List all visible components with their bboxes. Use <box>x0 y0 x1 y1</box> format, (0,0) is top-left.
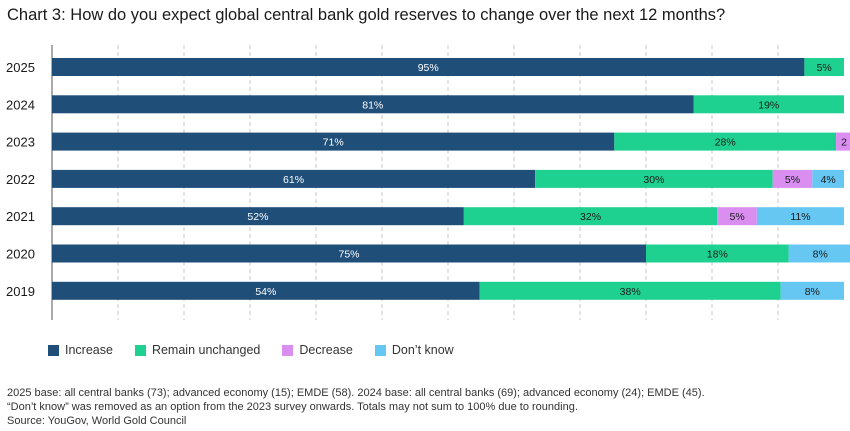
data-label: 61% <box>283 174 304 186</box>
legend-swatch-remain-unchanged <box>134 344 146 356</box>
bar-segment-remain-unchanged-2019 <box>479 281 781 300</box>
data-label: 2 <box>841 137 847 149</box>
y-tick-label-2025: 2025 <box>6 60 35 75</box>
bar-segment-increase-2025 <box>52 58 805 76</box>
legend-swatch-increase <box>48 344 59 356</box>
legend-label-remain-unchanged: Remain unchanged <box>151 343 261 357</box>
y-tick-label-2024: 2024 <box>6 97 35 112</box>
legend-label-increase: Increase <box>65 343 113 357</box>
data-label: 81% <box>362 99 383 111</box>
bar-segment-increase-2024 <box>52 95 694 114</box>
stacked-bar-chart: 2025 95% 5% 2024 81% 19% 2023 71% 28% 2 2022 61% 30%… <box>6 45 850 320</box>
data-label: 54% <box>255 286 276 298</box>
footnote-base: 2025 base: all central banks (73); advan… <box>7 387 705 399</box>
bar-segment-don-t-know-2021 <box>756 207 844 226</box>
bar-segment-increase-2021 <box>52 207 464 226</box>
chart-legend: Increase Remain unchanged Decrease Don’t… <box>48 343 454 357</box>
data-label: 5% <box>785 174 800 186</box>
footnote-source: Source: YouGov, World Gold Council <box>7 415 187 427</box>
data-label: 8% <box>805 286 820 298</box>
legend-swatch-decrease <box>282 344 294 356</box>
chart-title: Chart 3: How do you expect global centra… <box>7 6 726 24</box>
bar-segment-increase-2022 <box>52 169 536 188</box>
bar-segment-increase-2019 <box>52 281 480 300</box>
data-label: 95% <box>418 62 439 74</box>
bar-segment-remain-unchanged-2024 <box>693 95 844 114</box>
y-tick-label-2019: 2019 <box>6 284 35 299</box>
data-label: 38% <box>620 286 641 298</box>
y-tick-label-2022: 2022 <box>6 172 35 187</box>
bar-segment-decrease-2021 <box>717 207 757 226</box>
legend-item-dont-know: Don’t know <box>374 343 454 357</box>
bar-segment-don-t-know-2019 <box>780 281 844 300</box>
bar-segment-remain-unchanged-2020 <box>646 244 789 263</box>
bar-segment-remain-unchanged-2025 <box>804 58 844 76</box>
data-label: 11% <box>790 211 810 223</box>
bar-segment-don-t-know-2020 <box>788 244 850 263</box>
data-label: 19% <box>758 99 779 111</box>
data-label: 5% <box>817 62 832 74</box>
legend-swatch-dont-know <box>374 344 386 356</box>
bar-segment-increase-2020 <box>52 244 646 263</box>
data-label: 8% <box>813 249 828 261</box>
legend-label-dont-know: Don’t know <box>391 343 454 357</box>
data-label: 71% <box>323 137 344 149</box>
bar-segment-decrease-2022 <box>772 169 813 188</box>
legend-item-remain-unchanged: Remain unchanged <box>134 343 261 357</box>
y-tick-label-2023: 2023 <box>6 135 35 150</box>
data-label: 30% <box>643 174 664 186</box>
bar-segment-decrease-2023 <box>836 132 850 151</box>
footnote-dont-know: “Don’t know” was removed as an option fr… <box>7 401 578 413</box>
data-label: 32% <box>580 211 601 223</box>
data-label: 75% <box>338 249 359 261</box>
bar-segment-remain-unchanged-2023 <box>614 132 837 151</box>
bar-segment-increase-2023 <box>52 132 615 151</box>
bar-segment-don-t-know-2022 <box>812 169 844 188</box>
bar-segment-remain-unchanged-2021 <box>463 207 718 226</box>
data-label: 5% <box>729 211 744 223</box>
legend-item-decrease: Decrease <box>282 343 353 357</box>
y-tick-label-2021: 2021 <box>6 209 35 224</box>
footnotes: 2025 base: all central banks (73); advan… <box>7 386 705 428</box>
data-label: 4% <box>821 174 836 186</box>
data-label: 52% <box>247 211 268 223</box>
legend-label-decrease: Decrease <box>299 343 353 357</box>
y-tick-label-2020: 2020 <box>6 247 35 262</box>
legend-item-increase: Increase <box>48 343 113 357</box>
bar-segment-remain-unchanged-2022 <box>535 169 773 188</box>
data-label: 18% <box>707 249 728 261</box>
data-label: 28% <box>715 137 736 149</box>
